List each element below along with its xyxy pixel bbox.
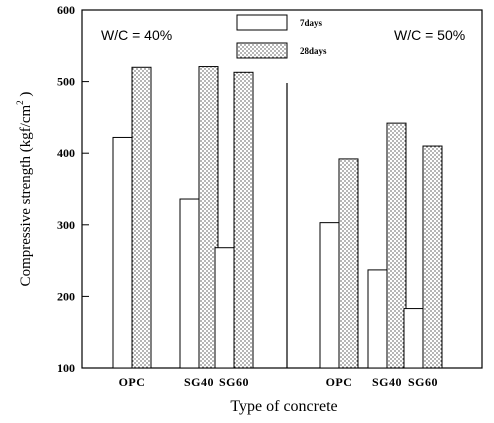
- bar-7days-opc: [319, 222, 340, 369]
- y-tick-label: 600: [57, 3, 75, 17]
- x-tick-label: SG60: [219, 375, 249, 389]
- y-tick-label: 300: [57, 218, 75, 232]
- y-tick-label: 500: [57, 75, 75, 89]
- y-tick-label: 100: [57, 361, 75, 375]
- group-label-left: W/C = 40%: [101, 27, 172, 43]
- bar-28days-sg60: [233, 71, 254, 369]
- plot-frame: [81, 9, 483, 369]
- x-tick-label: SG40: [372, 375, 402, 389]
- bar-7days-sg40: [179, 198, 200, 369]
- bar-7days-opc: [112, 136, 133, 369]
- legend-swatch-7days: [236, 14, 288, 31]
- x-axis-title: Type of concrete: [230, 398, 337, 415]
- bar-7days-sg40: [367, 269, 388, 369]
- y-tick-label: 200: [57, 289, 75, 303]
- y-axis-title-superscript: 2: [15, 100, 25, 105]
- x-tick-label: SG60: [408, 375, 438, 389]
- x-tick-label: OPC: [326, 375, 353, 389]
- x-tick-label: OPC: [119, 375, 146, 389]
- legend-label-28days: 28days: [300, 46, 327, 56]
- group-label-right: W/C = 50%: [394, 27, 465, 43]
- bar-28days-opc: [338, 158, 359, 369]
- legend-swatch-28days: [236, 42, 288, 59]
- y-axis-ticks: 100 200 300 400 500 600: [57, 3, 89, 375]
- bar-28days-sg40: [198, 66, 219, 369]
- bars: [112, 66, 443, 369]
- y-tick-label: 400: [57, 146, 75, 160]
- y-axis-title: Compressive strength (kgf/cm2 ): [15, 92, 34, 287]
- y-axis-title-tail: ): [18, 92, 34, 101]
- bar-28days-sg60: [422, 145, 443, 369]
- legend-label-7days: 7days: [300, 18, 323, 28]
- x-tick-label: SG40: [184, 375, 214, 389]
- x-tick-labels: OPC SG40 SG60 OPC SG40 SG60: [119, 375, 438, 389]
- bar-28days-opc: [131, 66, 152, 369]
- bar-7days-sg60: [214, 247, 235, 369]
- legend: 7days 28days: [236, 14, 327, 59]
- bar-28days-sg40: [386, 122, 407, 369]
- bar-7days-sg60: [403, 308, 424, 369]
- y-axis-title-main: Compressive strength (kgf/cm: [18, 104, 34, 286]
